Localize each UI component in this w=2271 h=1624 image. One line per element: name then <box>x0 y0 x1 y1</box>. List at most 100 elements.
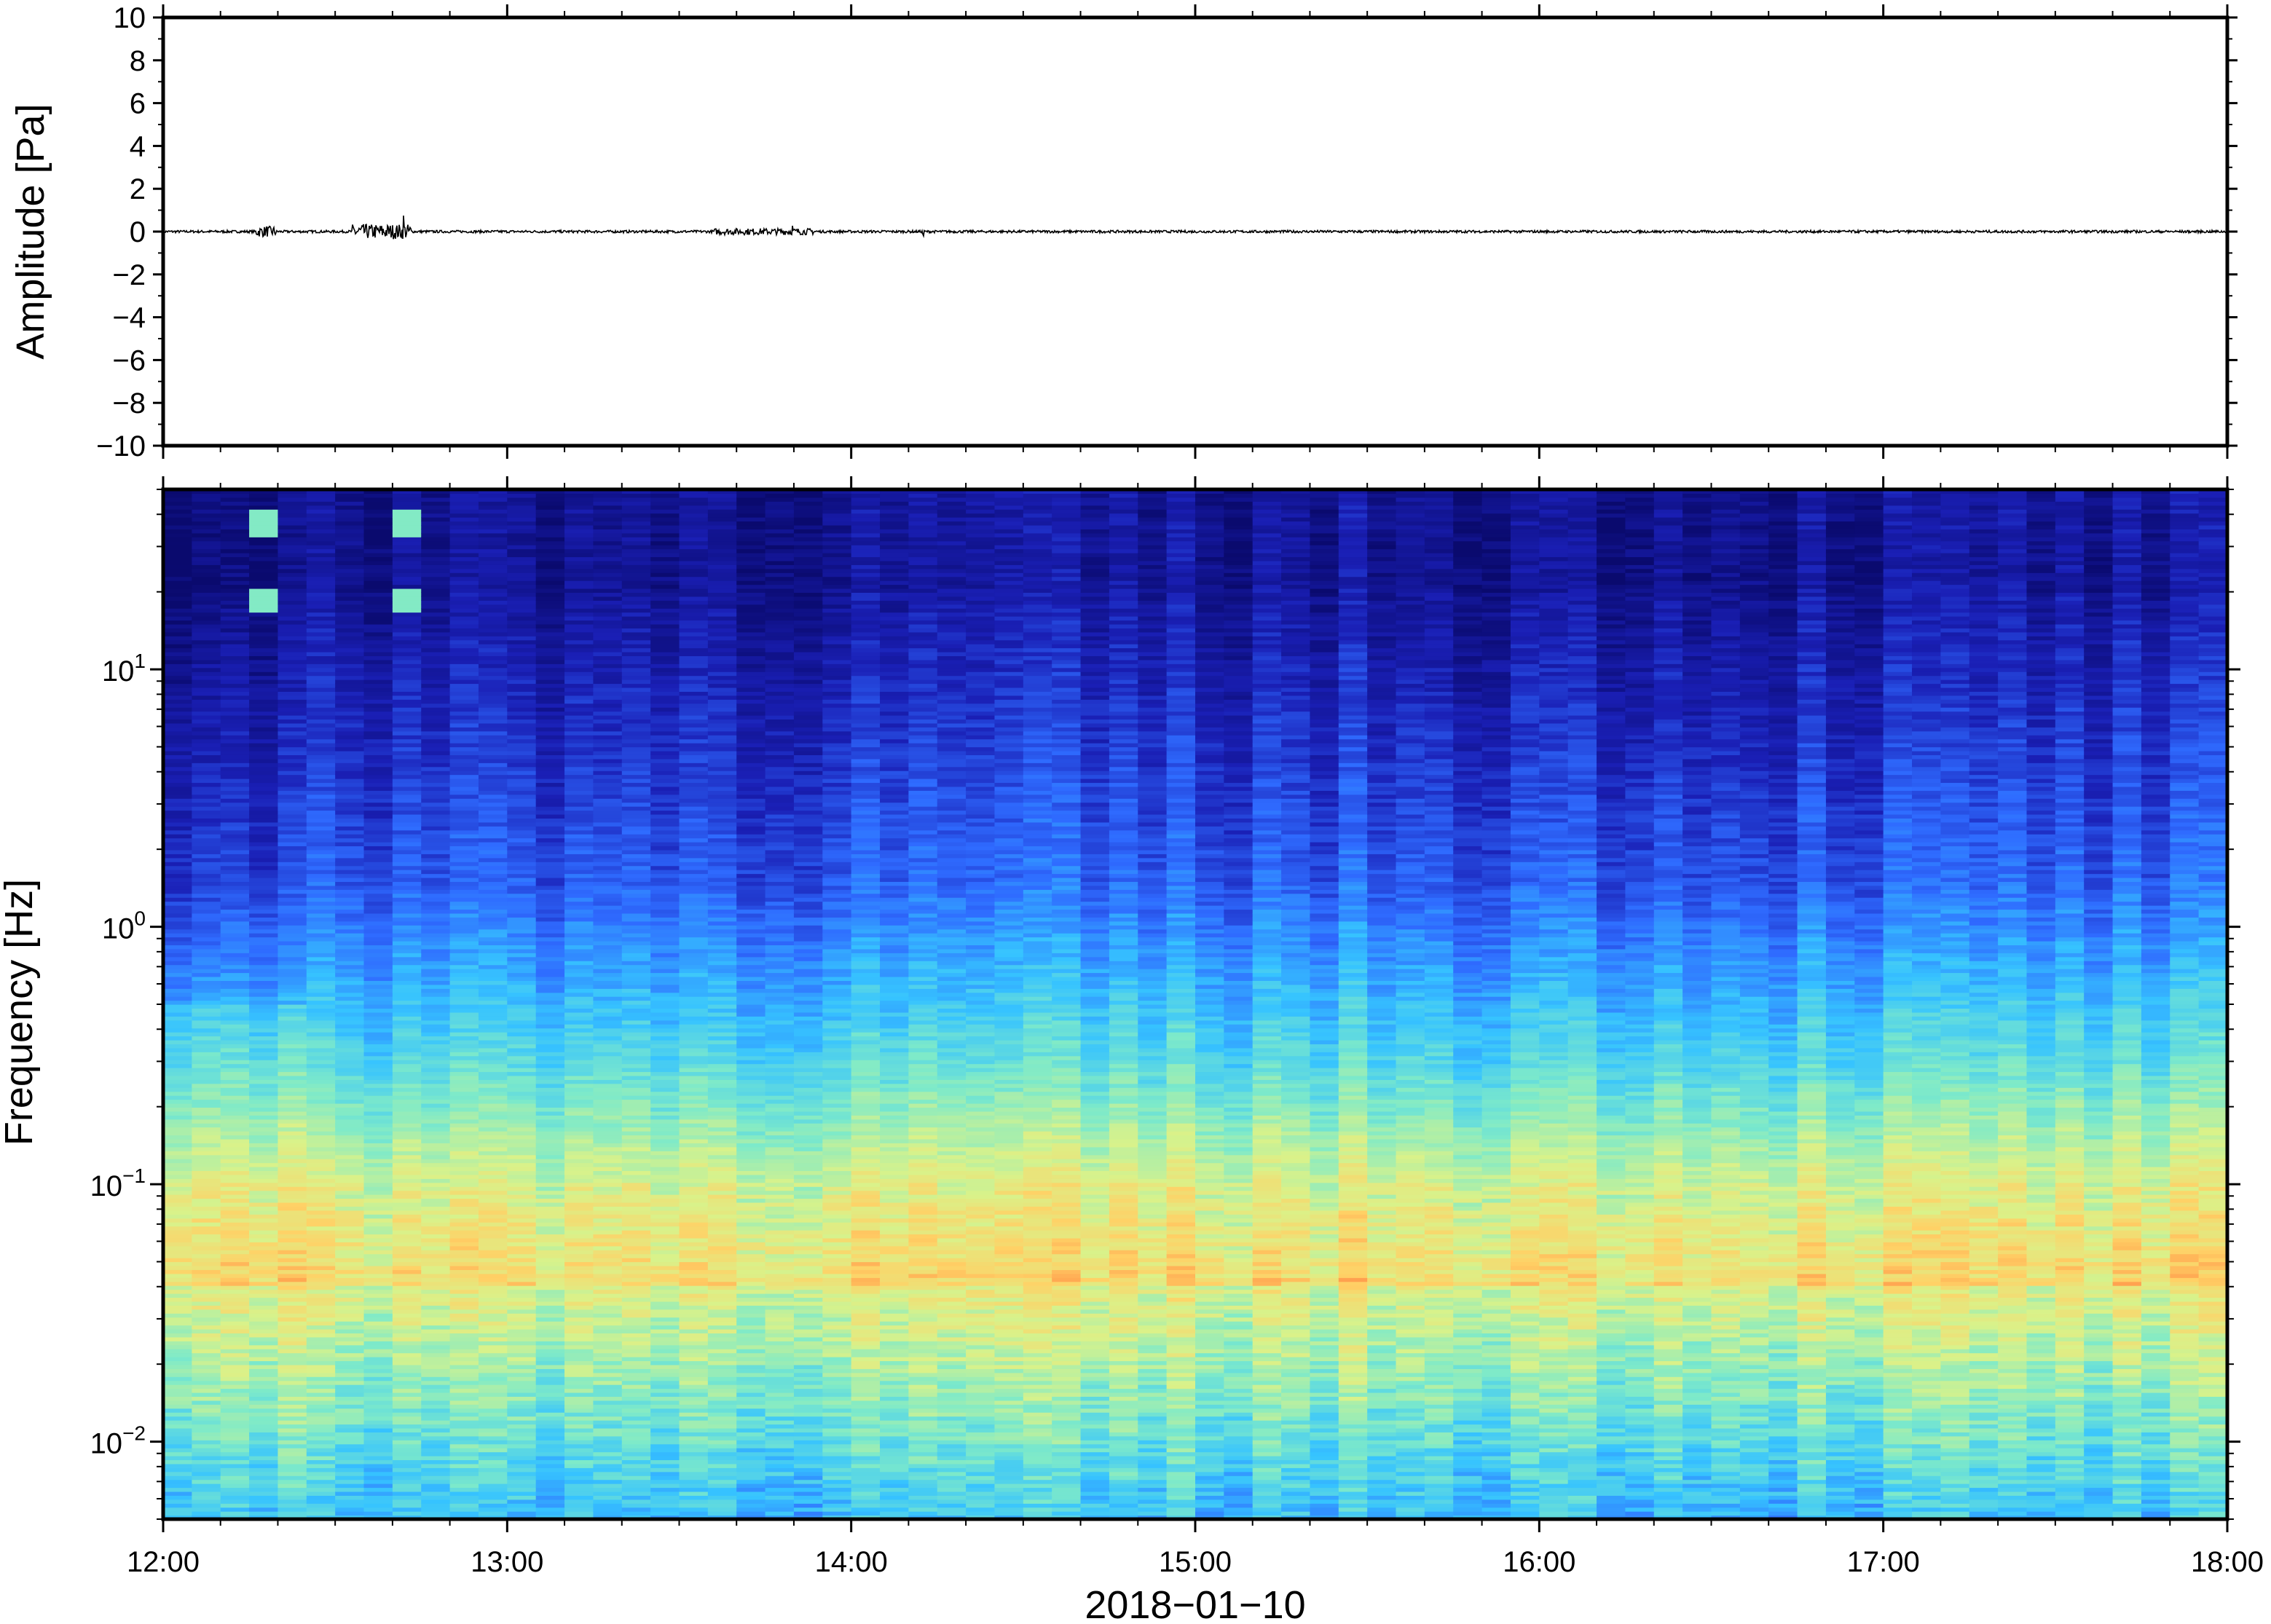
spectrogram-cell <box>507 1063 537 1068</box>
spectrogram-cell <box>163 1214 192 1219</box>
spectrogram-cell <box>650 1333 680 1338</box>
spectrogram-cell <box>650 1154 680 1159</box>
spectrogram-cell <box>507 620 537 625</box>
spectrogram-cell <box>535 961 565 966</box>
spectrogram-cell <box>163 1412 192 1417</box>
spectrogram-cell <box>679 802 709 807</box>
spectrogram-cell <box>507 881 537 886</box>
spectrogram-cell <box>163 1159 192 1164</box>
spectrogram-cell <box>278 699 307 704</box>
spectrogram-cell <box>621 1289 651 1294</box>
spectrogram-cell <box>306 786 336 791</box>
spectrogram-cell <box>449 1349 479 1354</box>
spectrogram-cell <box>278 881 307 886</box>
spectrogram-cell <box>650 608 680 613</box>
spectrogram-cell <box>507 1499 537 1504</box>
spectrogram-cell <box>507 870 537 875</box>
spectrogram-cell <box>593 667 623 672</box>
spectrogram-cell <box>392 1273 422 1278</box>
spectrogram-cell <box>192 976 221 981</box>
spectrogram-cell <box>564 945 594 950</box>
spectrogram-cell <box>335 1265 365 1270</box>
spectrogram-cell <box>363 548 393 553</box>
spectrogram-cell <box>593 798 623 803</box>
spectrogram-cell <box>335 1127 365 1132</box>
spectrogram-cell <box>478 881 508 886</box>
spectrogram-cell <box>163 889 192 894</box>
spectrogram-cell <box>650 889 680 894</box>
spectrogram-cell <box>679 1400 709 1405</box>
spectrogram-cell <box>192 1044 221 1049</box>
spectrogram-cell <box>278 636 307 641</box>
spectrogram-cell <box>478 612 508 617</box>
spectrogram-cell <box>335 897 365 902</box>
spectrogram-cell <box>478 802 508 807</box>
spectrogram-cell <box>535 699 565 704</box>
spectrogram-cell <box>192 1495 221 1500</box>
spectrogram-cell <box>421 1443 451 1448</box>
spectrogram-cell <box>306 588 336 593</box>
spectrogram-cell <box>449 905 479 910</box>
spectrogram-cell <box>679 1107 709 1112</box>
spectrogram-cell <box>478 893 508 898</box>
spectrogram-cell <box>421 758 451 763</box>
spectrogram-cell <box>679 1198 709 1203</box>
spectrogram-cell <box>306 1052 336 1057</box>
spectrogram-cell <box>249 1281 279 1286</box>
spectrogram-cell <box>621 813 651 819</box>
spectrogram-cell <box>163 1123 192 1128</box>
spectrogram-cell <box>650 1162 680 1167</box>
spectrogram-cell <box>220 572 250 578</box>
spectrogram-cell <box>449 790 479 795</box>
spectrogram-cell <box>421 1028 451 1033</box>
spectrogram-cell <box>421 1131 451 1136</box>
spectrogram-cell <box>507 972 537 977</box>
spectrogram-cell <box>650 988 680 993</box>
spectrogram-cell <box>220 663 250 669</box>
spectrogram-cell <box>507 501 537 506</box>
spectrogram-cell <box>507 636 537 641</box>
spectrogram-cell <box>392 1099 422 1104</box>
spectrogram-cell <box>564 1091 594 1096</box>
spectrogram-cell <box>621 1499 651 1504</box>
spectrogram-cell <box>220 1060 250 1065</box>
spectrogram-cell <box>363 655 393 661</box>
spectrogram-cell <box>621 738 651 744</box>
spectrogram-cell <box>306 1305 336 1310</box>
spectrogram-cell <box>363 1467 393 1473</box>
spectrogram-cell <box>249 1131 279 1136</box>
spectrogram-cell <box>192 620 221 625</box>
spectrogram-cell <box>192 1016 221 1021</box>
spectrogram-cell <box>593 802 623 807</box>
spectrogram-cell <box>192 592 221 597</box>
spectrogram-cell <box>679 1143 709 1148</box>
spectrogram-cell <box>535 738 565 744</box>
spectrogram-cell <box>306 1352 336 1357</box>
spectrogram-cell <box>564 972 594 977</box>
spectrogram-cell <box>564 1487 594 1492</box>
spectrogram-cell <box>363 829 393 835</box>
spectrogram-cell <box>363 1087 393 1092</box>
spectrogram-cell <box>278 1293 307 1298</box>
spectrogram-cell <box>593 584 623 589</box>
spectrogram-cell <box>593 1293 623 1298</box>
spectrogram-cell <box>449 1198 479 1203</box>
spectrogram-cell <box>306 572 336 578</box>
spectrogram-cell <box>478 1344 508 1349</box>
spectrogram-cell <box>564 865 594 870</box>
spectrogram-cell <box>478 1178 508 1183</box>
spectrogram-cell <box>278 600 307 605</box>
spectrogram-cell <box>449 829 479 835</box>
spectrogram-cell <box>163 691 192 696</box>
spectrogram-cell <box>306 1123 336 1128</box>
spectrogram-cell <box>192 1083 221 1088</box>
spectrogram-cell <box>335 845 365 851</box>
spectrogram-cell <box>449 548 479 553</box>
spectrogram-cell <box>192 798 221 803</box>
spectrogram-cell <box>564 529 594 534</box>
spectrogram-cell <box>392 1024 422 1029</box>
spectrogram-cell <box>478 1380 508 1385</box>
spectrogram-cell <box>621 628 651 633</box>
spectrogram-cell <box>478 493 508 498</box>
